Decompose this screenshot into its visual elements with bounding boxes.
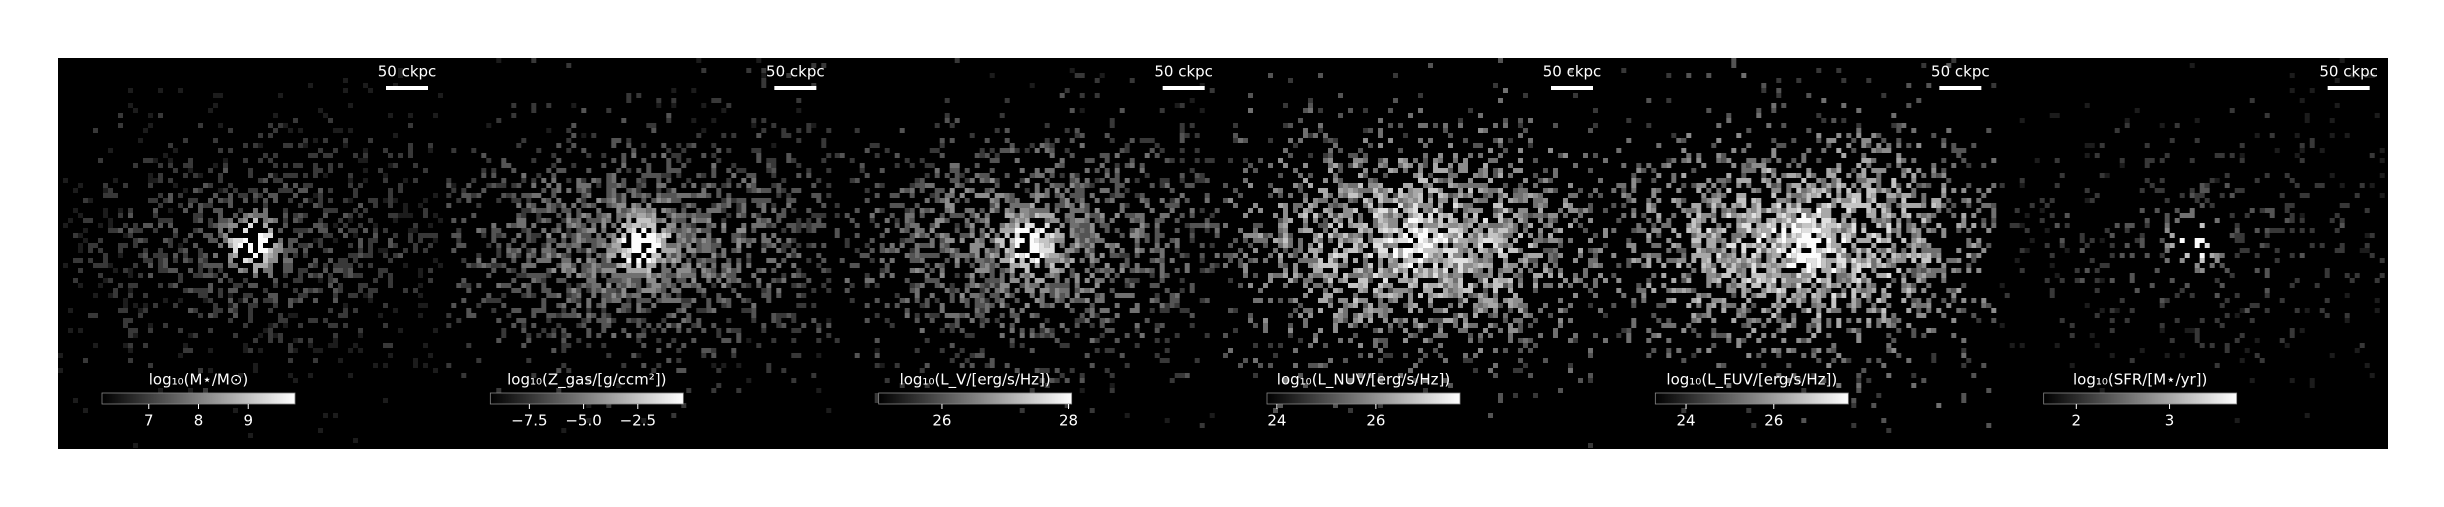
- map-texture: [1631, 148, 1977, 338]
- colorbar-tick-label: −5.0: [565, 412, 601, 430]
- scalebar-label: 50 ckpc: [766, 63, 825, 81]
- map-texture: [2179, 238, 2205, 258]
- map-texture: [58, 68, 443, 448]
- scalebar-label: 50 ckpc: [378, 63, 437, 81]
- colorbar-tick-label: 24: [1267, 412, 1286, 430]
- colorbar: [878, 392, 1073, 405]
- map-texture: [2204, 243, 2210, 248]
- colorbar-tick-label: 7: [144, 412, 154, 430]
- map-texture: [238, 233, 268, 258]
- colorbar-label: log₁₀(L_NUV/[erg/s/Hz]): [1277, 371, 1450, 390]
- colorbar-tick-label: 26: [932, 412, 951, 430]
- scalebar: [774, 86, 817, 90]
- map-texture: [1283, 178, 1533, 303]
- map-texture: [1223, 88, 1608, 383]
- scalebar: [386, 86, 428, 90]
- map-texture: [984, 203, 1080, 283]
- scalebar: [1939, 86, 1982, 90]
- colorbar-tick-label: 9: [243, 412, 253, 430]
- colorbar-tick-label: 26: [1764, 412, 1783, 430]
- colorbar-label: log₁₀(L_FUV/[erg/s/Hz]): [1666, 371, 1837, 390]
- colorbar-tick-label: −7.5: [511, 412, 547, 430]
- map-texture: [1756, 208, 1847, 273]
- scalebar-label: 50 ckpc: [1543, 63, 1602, 81]
- map-texture: [834, 93, 1220, 383]
- colorbar-tick-label: 2: [2072, 412, 2082, 430]
- colorbar-label: log₁₀(L_V/[erg/s/Hz]): [900, 371, 1051, 390]
- map-texture: [1014, 228, 1045, 263]
- colorbar: [1266, 392, 1461, 405]
- colorbar-label: log₁₀(SFR/[M⋆/yr]): [2073, 371, 2207, 389]
- colorbar-label: log₁₀(M⋆/M⊙): [149, 371, 249, 389]
- colorbar: [489, 392, 684, 405]
- scalebar: [1162, 86, 1205, 90]
- colorbar-tick-label: 3: [2165, 412, 2175, 430]
- colorbar-tick-label: −2.5: [620, 412, 656, 430]
- map-texture: [446, 108, 832, 373]
- colorbar-tick-label: 8: [194, 412, 204, 430]
- map-texture: [546, 198, 747, 298]
- colorbar: [1654, 392, 1849, 405]
- colorbar-tick-label: 28: [1059, 412, 1078, 430]
- map-texture: [914, 178, 1145, 308]
- scalebar-label: 50 ckpc: [1931, 63, 1990, 81]
- map-texture: [451, 58, 832, 433]
- map-texture: [73, 113, 438, 393]
- map-texture: [1258, 158, 1583, 328]
- map-texture: [1388, 218, 1448, 268]
- map-texture: [844, 143, 1220, 343]
- map-texture: [446, 58, 832, 418]
- colorbar-tick-label: 26: [1366, 412, 1385, 430]
- map-texture: [2184, 223, 2205, 263]
- map-texture: [118, 168, 403, 318]
- scalebar: [2327, 86, 2370, 90]
- colorbar: [2043, 392, 2238, 405]
- map-texture: [2054, 183, 2345, 313]
- map-texture: [476, 153, 802, 338]
- scalebar-label: 50 ckpc: [1154, 63, 1213, 81]
- map-texture: [616, 218, 672, 273]
- scalebar-label: 50 ckpc: [2319, 63, 2378, 81]
- map-texture: [834, 58, 1220, 428]
- map-texture: [621, 228, 662, 263]
- map-texture: [1611, 133, 1997, 368]
- map-texture: [621, 228, 667, 268]
- colorbar-tick-label: 24: [1676, 412, 1695, 430]
- scalebar: [1551, 86, 1593, 90]
- map-texture: [2169, 233, 2215, 258]
- colorbar-label: log₁₀(Z_gas/[g/ccm²]): [507, 371, 666, 390]
- colorbar: [101, 392, 296, 405]
